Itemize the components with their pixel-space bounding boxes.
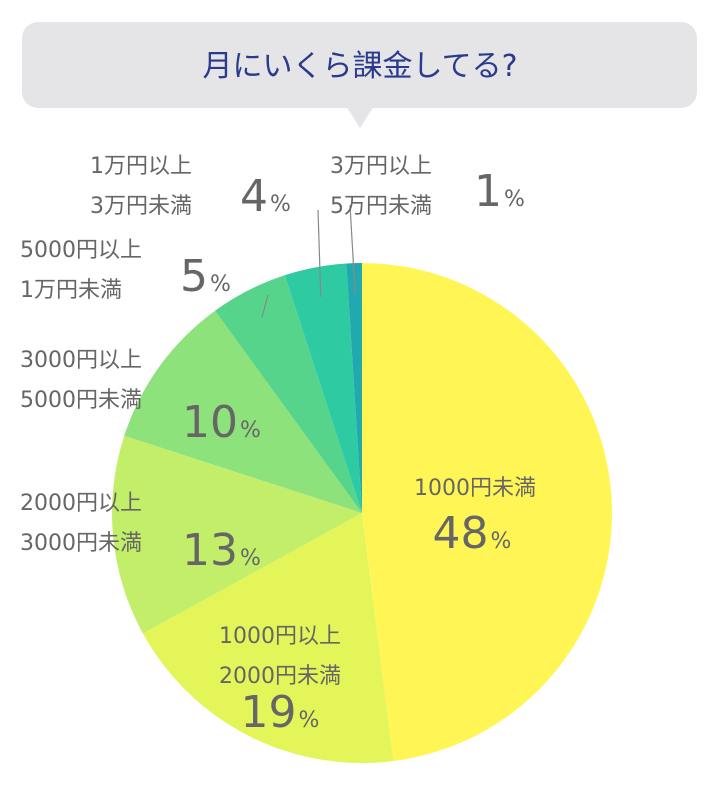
slice-percent-2: 13% (182, 525, 261, 576)
slice-percent-sign-0: % (491, 529, 512, 554)
slice-percent-3: 10% (182, 397, 261, 448)
leader-line-5 (317, 209, 322, 297)
slice-label-0-line-0: 1000円未満 (414, 476, 536, 501)
title-bubble-pointer (346, 106, 374, 128)
slice-percent-1: 19% (241, 687, 320, 738)
slice-label-4-line-1: 1万円未満 (20, 278, 122, 303)
leader-line-4 (261, 294, 269, 318)
pie-slice-2 (112, 435, 362, 634)
slice-percent-sign-3: % (240, 418, 261, 443)
slice-percent-5: 4% (240, 171, 291, 222)
slice-percent-value-0: 48 (433, 508, 489, 559)
slice-label-5-line-0: 1万円以上 (90, 154, 192, 179)
slice-percent-sign-4: % (210, 272, 231, 297)
slice-percent-value-3: 10 (182, 397, 238, 448)
slice-label-2-line-0: 2000円以上 (20, 491, 142, 516)
slice-percent-value-2: 13 (182, 525, 238, 576)
slice-label-1-line-0: 1000円以上 (219, 624, 341, 649)
title-bubble: 月にいくら課金してる? (22, 22, 697, 128)
slice-percent-value-1: 19 (241, 687, 297, 738)
slice-label-3-line-0: 3000円以上 (20, 348, 142, 373)
slice-label-3-line-1: 5000円未満 (20, 388, 142, 413)
pie-slice-6 (346, 262, 362, 513)
slice-percent-4: 5% (180, 251, 231, 302)
slice-label-2-line-1: 3000円未満 (20, 531, 142, 556)
pie-slice-3 (124, 310, 363, 513)
title-bubble-box (22, 22, 697, 108)
slice-label-5-line-1: 3万円未満 (90, 194, 192, 219)
slice-percent-sign-6: % (504, 187, 525, 212)
slice-label-6-line-0: 3万円以上 (330, 154, 432, 179)
slice-percent-value-6: 1 (474, 166, 502, 217)
slice-percent-sign-2: % (240, 546, 261, 571)
slice-percent-0: 48% (433, 508, 512, 559)
leader-line-6 (349, 204, 356, 294)
slice-percent-sign-1: % (299, 708, 320, 733)
slice-percent-value-4: 5 (180, 251, 208, 302)
leader-lines (261, 204, 356, 318)
pie-slice-5 (284, 263, 362, 513)
pie-slices (112, 262, 613, 764)
slice-label-1-line-1: 2000円未満 (219, 664, 341, 689)
chart-title: 月にいくら課金してる? (202, 49, 517, 84)
pie-slice-1 (142, 513, 394, 764)
pie-slice-0 (362, 263, 613, 762)
slice-label-4-line-0: 5000円以上 (20, 238, 142, 263)
slice-label-6-line-1: 5万円未満 (330, 194, 432, 219)
slice-percent-6: 1% (474, 166, 525, 217)
slice-percent-sign-5: % (270, 192, 291, 217)
pie-slice-4 (215, 275, 362, 513)
slice-percent-value-5: 4 (240, 171, 268, 222)
